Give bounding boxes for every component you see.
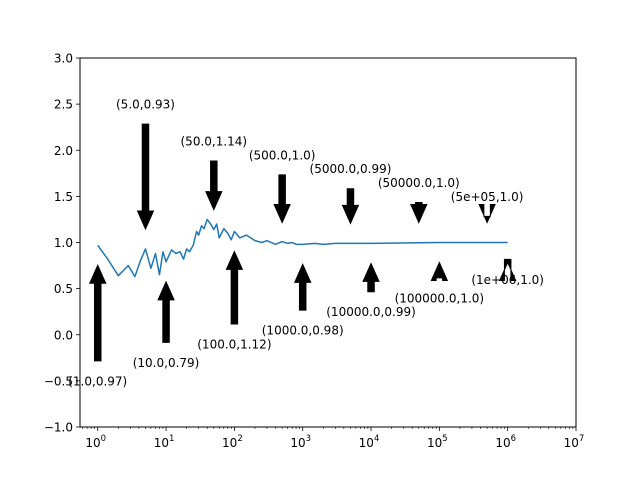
annotation-10: (100000.0,1.0) bbox=[395, 261, 485, 305]
annotation-arrow-3 bbox=[205, 160, 223, 211]
annotation-9: (50000.0,1.0) bbox=[378, 176, 460, 224]
y-tick-label-6: 2.0 bbox=[54, 144, 73, 158]
y-axis: −1.0 −0.5 0.0 0.5 1.0 1.5 2.0 2.5 3.0 bbox=[44, 52, 80, 435]
annotation-label-0: (1.0,0.97) bbox=[68, 374, 127, 388]
annotation-label-7: (5000.0,0.99) bbox=[310, 162, 392, 176]
annotation-label-11: (5e+05,1.0) bbox=[451, 190, 524, 204]
annotation-arrow-10 bbox=[430, 261, 449, 281]
y-tick-label-3: 0.5 bbox=[54, 282, 73, 296]
annotation-arrow-0 bbox=[88, 264, 107, 362]
annotation-arrow-8 bbox=[362, 262, 380, 293]
annotation-label-6: (1000.0,0.98) bbox=[262, 324, 344, 338]
annotation-label-4: (100.0,1.12) bbox=[197, 337, 271, 351]
annotation-arrow-11 bbox=[478, 204, 496, 224]
annotation-label-8: (10000.0,0.99) bbox=[326, 305, 416, 319]
annotation-label-3: (50.0,1.14) bbox=[181, 135, 248, 149]
annotation-arrow-6 bbox=[293, 263, 312, 311]
series-layer bbox=[97, 218, 508, 278]
annotation-layer: (1.0,0.97) (5.0,0.93) (10.0,0.79) (50.0,1.1… bbox=[68, 98, 544, 389]
annotation-3: (50.0,1.14) bbox=[181, 135, 248, 211]
annotation-arrow-9 bbox=[410, 202, 428, 224]
annotation-label-2: (10.0,0.79) bbox=[133, 356, 200, 370]
y-tick-label-2: 0.0 bbox=[54, 328, 73, 342]
annotation-arrow-4 bbox=[225, 250, 244, 325]
y-tick-label-5: 1.5 bbox=[54, 190, 73, 204]
annotation-label-1: (5.0,0.93) bbox=[116, 98, 175, 112]
annotation-6: (1000.0,0.98) bbox=[262, 263, 344, 338]
annotation-label-12: (1e+06,1.0) bbox=[471, 273, 544, 287]
annotation-12: (1e+06,1.0) bbox=[471, 258, 544, 287]
annotation-arrow-12 bbox=[498, 258, 517, 281]
y-tick-label-7: 2.5 bbox=[54, 98, 73, 112]
annotation-11: (5e+05,1.0) bbox=[451, 190, 524, 224]
annotation-label-9: (50000.0,1.0) bbox=[378, 176, 460, 190]
y-tick-label-4: 1.0 bbox=[54, 236, 73, 250]
annotation-8: (10000.0,0.99) bbox=[326, 262, 416, 319]
annotation-7: (5000.0,0.99) bbox=[310, 162, 392, 225]
annotation-4: (100.0,1.12) bbox=[197, 250, 272, 351]
annotation-arrow-1 bbox=[136, 123, 155, 231]
annotation-2: (10.0,0.79) bbox=[133, 280, 200, 370]
annotation-label-5: (500.0,1.0) bbox=[249, 148, 316, 162]
y-tick-label-8: 3.0 bbox=[54, 52, 73, 66]
annotation-arrow-2 bbox=[157, 280, 175, 343]
y-tick-label-1: −0.5 bbox=[44, 374, 73, 388]
annotation-0: (1.0,0.97) bbox=[68, 264, 127, 388]
annotation-arrow-5 bbox=[273, 174, 291, 224]
y-tick-label-0: −1.0 bbox=[44, 421, 73, 435]
annotation-label-10: (100000.0,1.0) bbox=[395, 291, 485, 305]
annotation-arrow-7 bbox=[341, 188, 360, 225]
annotation-5: (500.0,1.0) bbox=[249, 148, 316, 224]
series-line-0 bbox=[97, 218, 508, 278]
annotation-1: (5.0,0.93) bbox=[116, 98, 175, 231]
